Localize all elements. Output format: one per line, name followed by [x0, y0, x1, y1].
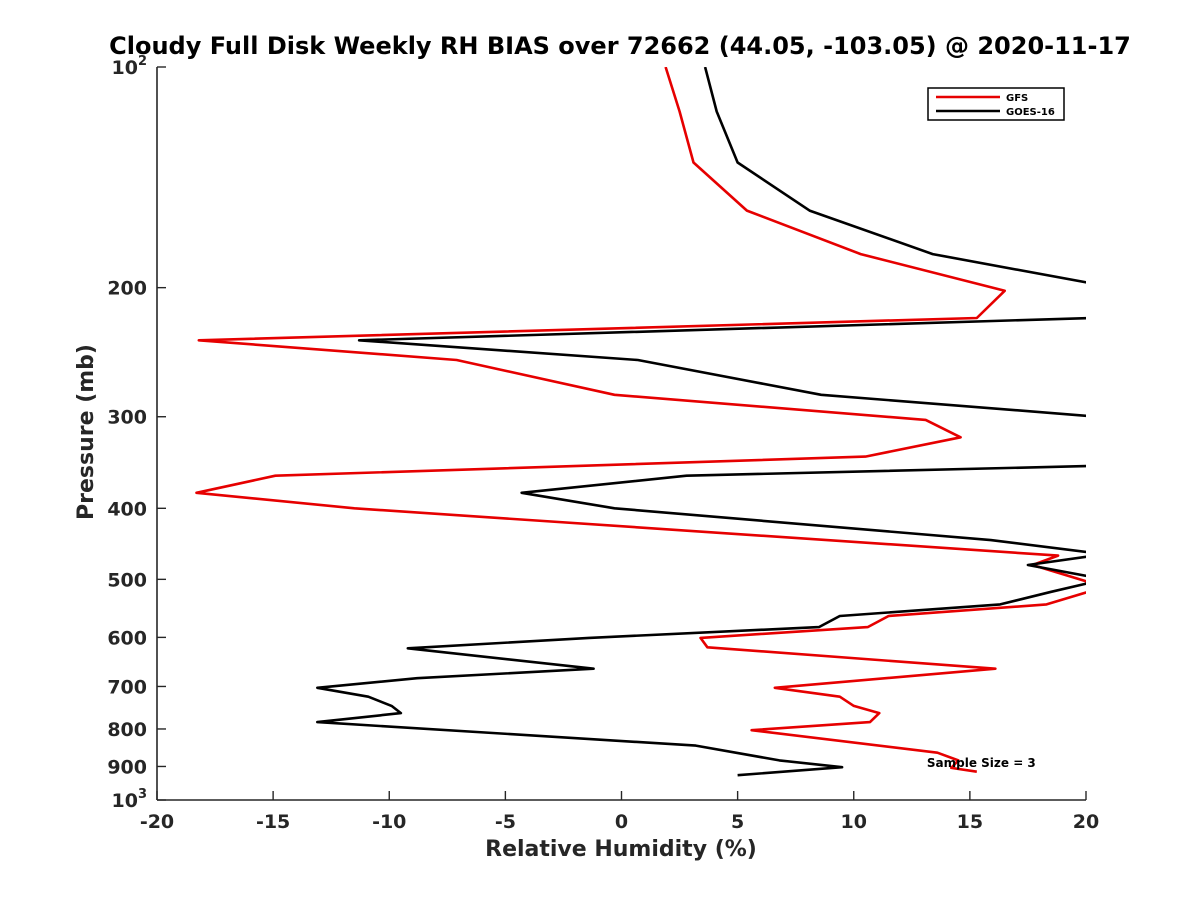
x-tick-label: 15 [957, 811, 983, 833]
legend-box [927, 87, 1065, 121]
series-line-goes-16 [315, 67, 1086, 777]
chart-title: Cloudy Full Disk Weekly RH BIAS over 726… [109, 32, 1131, 60]
y-tick-label: 103 [112, 787, 148, 812]
series-layer [195, 67, 1086, 777]
x-tick-label: -10 [372, 811, 406, 833]
y-axis-label: Pressure (mb) [74, 344, 99, 520]
y-tick-label: 600 [107, 627, 147, 649]
y-tick-label: 300 [107, 407, 147, 429]
x-axis-label: Relative Humidity (%) [485, 837, 757, 862]
y-tick-label: 800 [107, 719, 147, 741]
x-tick-label: 20 [1073, 811, 1099, 833]
legend-label-goes16: GOES-16 [1006, 107, 1055, 118]
x-tick-label: 0 [615, 811, 628, 833]
x-tick-label: -15 [256, 811, 290, 833]
y-tick-label: 900 [107, 756, 147, 778]
y-tick-label: 500 [107, 569, 147, 591]
x-tick-label: 10 [841, 811, 867, 833]
y-tick-label: 102 [112, 54, 148, 79]
x-tick-label: 5 [731, 811, 744, 833]
y-tick-label: 400 [107, 498, 147, 520]
x-tick-label: -5 [495, 811, 516, 833]
sample-size-annotation: Sample Size = 3 [927, 756, 1036, 770]
legend: GFS GOES-16 [927, 87, 1065, 121]
legend-label-gfs: GFS [1006, 93, 1028, 104]
y-tick-label: 700 [107, 676, 147, 698]
x-tick-label: -20 [140, 811, 174, 833]
ticks-layer: -20 -15 -10 -5 0 5 10 15 20 102 200 300 400 500 600 700… [107, 54, 1099, 833]
y-tick-label: 200 [107, 278, 147, 300]
